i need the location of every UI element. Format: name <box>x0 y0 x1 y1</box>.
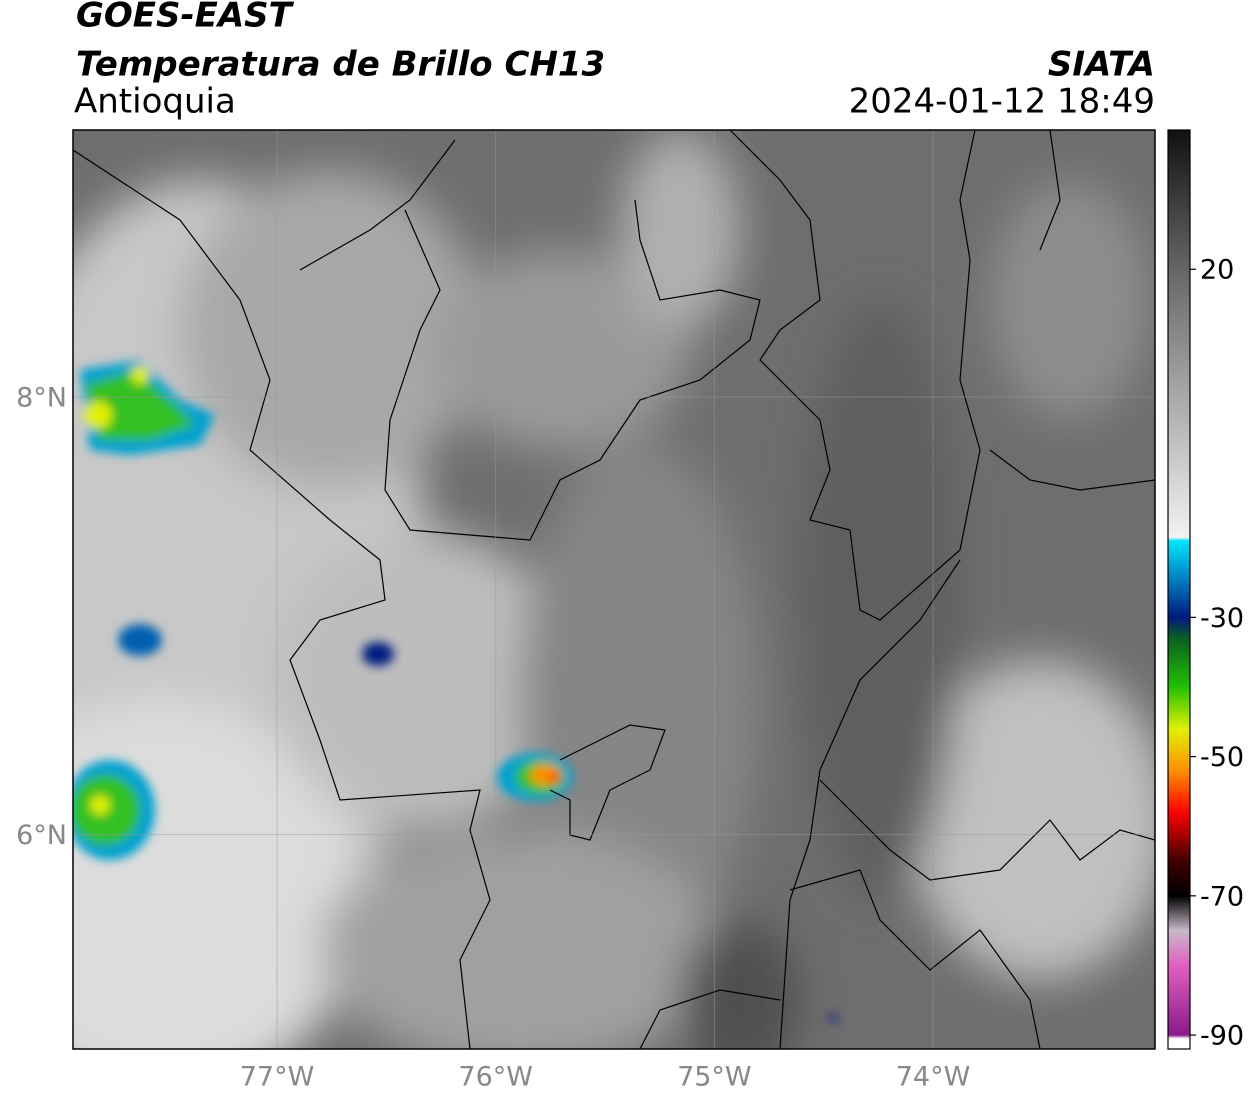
region: Antioquia <box>74 82 236 122</box>
imagery <box>73 130 1155 1049</box>
boundaries <box>73 130 1155 1049</box>
lon-tick-label: 74°W <box>896 1062 971 1093</box>
title: GOES-EAST <box>76 0 295 36</box>
colorbar-tick-label: 20 <box>1200 255 1234 286</box>
source: SIATA <box>1048 45 1155 85</box>
colorbar-tick-label: -70 <box>1200 881 1244 912</box>
colorbar-tick-label: -50 <box>1200 742 1244 773</box>
lon-tick-label: 77°W <box>240 1062 315 1093</box>
colorbar-tick-label: -30 <box>1200 603 1244 634</box>
lat-tick-label: 8°N <box>16 382 67 413</box>
subtitle: Temperatura de Brillo CH13 <box>76 45 605 85</box>
lon-tick-label: 75°W <box>677 1062 752 1093</box>
colorbar <box>1167 129 1191 1050</box>
colorbar-tick-label: -90 <box>1200 1021 1244 1052</box>
map-frame <box>72 129 1156 1050</box>
timestamp: 2024-01-12 18:49 <box>849 82 1155 122</box>
lon-tick-label: 76°W <box>458 1062 533 1093</box>
lat-tick-label: 6°N <box>16 820 67 851</box>
